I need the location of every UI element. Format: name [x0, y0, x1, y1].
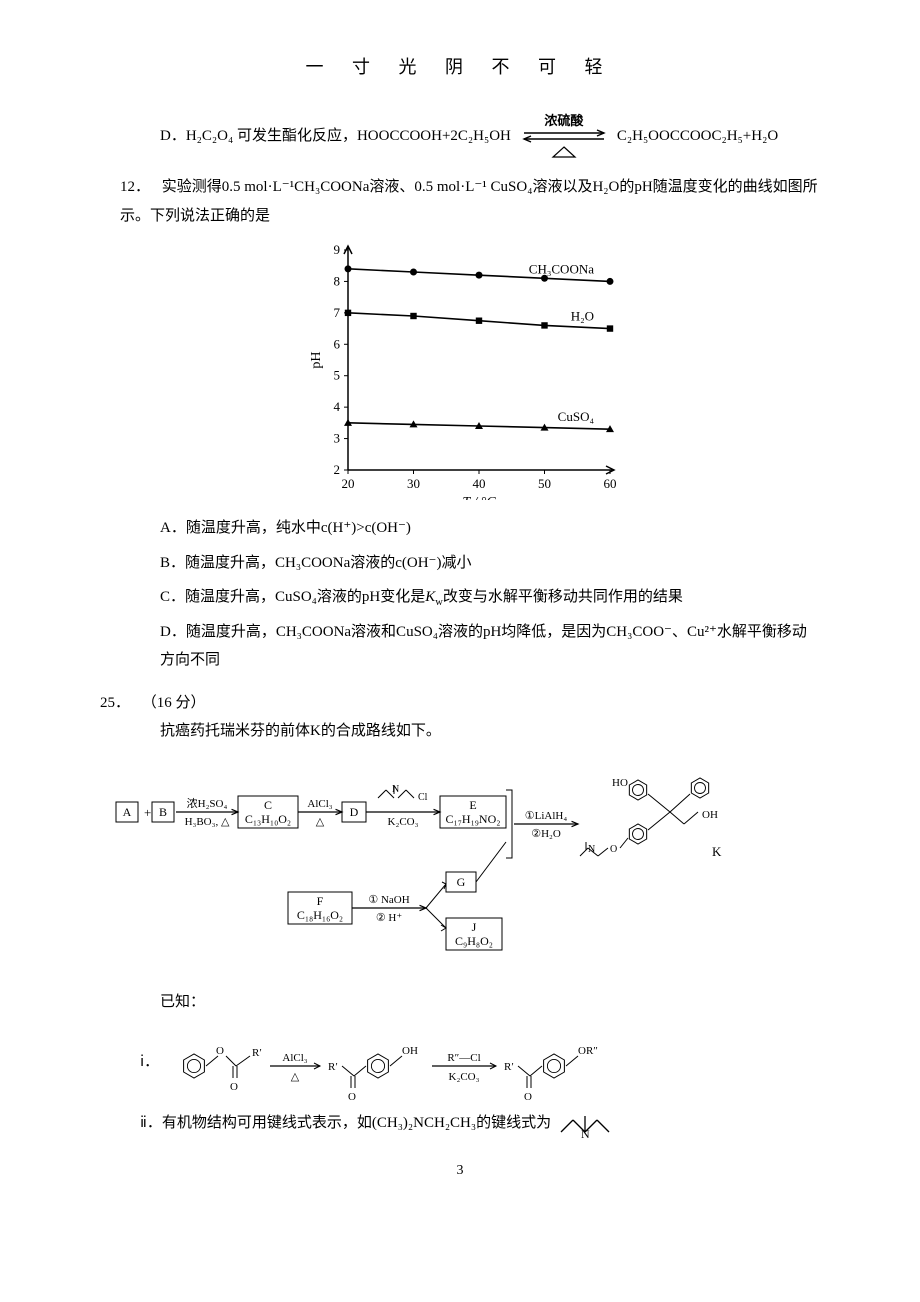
- synthesis-route-diagram: A + B 浓H₂SO₄ H₃BO₃, △ CC₁₃H₁₀O₂ AlCl₃ △ D K₂CO₃ N C…: [110, 762, 810, 972]
- svg-text:O: O: [230, 1081, 238, 1093]
- svg-text:9: 9: [334, 242, 341, 257]
- q12-stem: 实验测得0.5 mol·L⁻¹CH₃COONa溶液、0.5 mol·L⁻¹ Cu…: [120, 179, 818, 224]
- svg-text:②H₂O: ②H₂O: [531, 828, 561, 840]
- q25-marks: （16 分）: [142, 695, 206, 711]
- svg-text:R′: R′: [252, 1047, 262, 1059]
- svg-text:J: J: [472, 920, 477, 934]
- svg-text:A: A: [123, 805, 132, 819]
- svg-text:Cl: Cl: [418, 792, 428, 803]
- svg-text:OR″: OR″: [578, 1045, 598, 1057]
- svg-text:② H⁺: ② H⁺: [376, 912, 403, 924]
- svg-text:C₁₇H₁₉NO₂: C₁₇H₁₉NO₂: [446, 812, 501, 826]
- q12-option-d: D．随温度升高，CH₃COONa溶液和CuSO₄溶液的pH均降低，是因为CH₃C…: [100, 618, 820, 675]
- q25-intro: 抗癌药托瑞米芬的前体K的合成路线如下。: [160, 723, 441, 739]
- arrow-condition-top: 浓硫酸: [544, 114, 583, 127]
- svg-text:G: G: [457, 875, 466, 889]
- page-header: 一 寸 光 阴 不 可 轻: [100, 50, 820, 84]
- known-reaction-i-scheme: O O R′ AlCl₃ △ R′ O OH R″—Cl K₂CO₃ R′ O OR″: [170, 1022, 690, 1102]
- option-d-products: C₂H₅OOCCOOC₂H₅+H₂O: [617, 122, 778, 151]
- bondline-example: N: [555, 1108, 615, 1138]
- svg-text:浓H₂SO₄: 浓H₂SO₄: [187, 797, 228, 810]
- q25-known-label: 已知：: [160, 994, 205, 1010]
- svg-text:C₉H₈O₂: C₉H₈O₂: [455, 934, 493, 948]
- svg-text:T / °C: T / °C: [462, 495, 496, 500]
- svg-text:C₁₈H₁₆O₂: C₁₈H₁₆O₂: [297, 908, 343, 922]
- known-reaction-i: ⅰ． O O R′ AlCl₃ △ R′ O OH R″—Cl K₂CO₃ R′ O OR″: [100, 1022, 820, 1102]
- svg-text:8: 8: [334, 274, 341, 289]
- svg-text:N: N: [392, 784, 399, 795]
- svg-text:30: 30: [407, 476, 420, 491]
- known-statement-ii: ⅱ．有机物结构可用键线式表示，如(CH₃)₂NCH₂CH₃的键线式为 N: [100, 1108, 820, 1138]
- svg-text:HO: HO: [612, 777, 628, 789]
- svg-text:50: 50: [538, 476, 551, 491]
- svg-text:6: 6: [334, 336, 341, 351]
- svg-text:3: 3: [334, 431, 341, 446]
- q25-number: 25．: [100, 689, 138, 718]
- svg-text:K₂CO₃: K₂CO₃: [388, 816, 419, 828]
- svg-text:B: B: [159, 805, 167, 819]
- svg-text:R′: R′: [328, 1061, 338, 1073]
- svg-text:△: △: [291, 1071, 300, 1083]
- svg-text:O: O: [610, 844, 617, 855]
- svg-text:R′: R′: [504, 1061, 514, 1073]
- q12-option-b-text: B．随温度升高，CH₃COONa溶液的c(OH⁻)减小: [160, 555, 471, 571]
- roman-i: ⅰ．: [140, 1048, 170, 1077]
- svg-text:D: D: [350, 805, 359, 819]
- svg-text:60: 60: [604, 476, 617, 491]
- known-ii-text: ⅱ．有机物结构可用键线式表示，如(CH₃)₂NCH₂CH₃的键线式为: [140, 1109, 551, 1138]
- q12-option-d-text: D．随温度升高，CH₃COONa溶液和CuSO₄溶液的pH均降低，是因为CH₃C…: [160, 624, 807, 669]
- svg-text:N: N: [581, 1127, 590, 1138]
- question-25: 25． （16 分） 抗癌药托瑞米芬的前体K的合成路线如下。 A + B 浓H₂SO₄…: [100, 689, 820, 1139]
- svg-text:20: 20: [342, 476, 355, 491]
- svg-text:R″—Cl: R″—Cl: [447, 1052, 480, 1064]
- svg-text:K: K: [712, 844, 722, 859]
- svg-text:H₃BO₃, △: H₃BO₃, △: [185, 816, 230, 828]
- ph-temperature-chart: 2 3 4 5 6 7 8 9 20 30 40 50 60 pH T / °C CH₃COONa H₂O CuS…: [300, 240, 620, 500]
- heat-triangle-icon: [551, 145, 577, 159]
- svg-text:pH: pH: [309, 352, 324, 369]
- page-number: 3: [100, 1158, 820, 1185]
- svg-text:E: E: [469, 798, 476, 812]
- q12-option-b: B．随温度升高，CH₃COONa溶液的c(OH⁻)减小: [100, 549, 820, 578]
- svg-text:2: 2: [334, 462, 341, 477]
- equilibrium-arrow: 浓硫酸: [519, 114, 609, 159]
- q12-option-c-text: C．随温度升高，CuSO₄溶液的pH变化是Kw改变与水解平衡移动共同作用的结果: [160, 589, 683, 605]
- svg-text:4: 4: [334, 399, 341, 414]
- svg-text:AlCl₃: AlCl₃: [282, 1052, 307, 1064]
- svg-text:5: 5: [334, 368, 341, 383]
- svg-text:7: 7: [334, 305, 341, 320]
- q12-number: 12．: [120, 173, 158, 202]
- prev-option-d: D．H₂C₂O₄ 可发生酯化反应，HOOCCOOH+2C₂H₅OH 浓硫酸 C₂…: [100, 114, 820, 159]
- svg-text:AlCl₃: AlCl₃: [307, 798, 332, 810]
- svg-text:△: △: [316, 816, 325, 828]
- svg-text:CH₃COONa: CH₃COONa: [529, 262, 594, 277]
- question-12: 12． 实验测得0.5 mol·L⁻¹CH₃COONa溶液、0.5 mol·L⁻…: [100, 173, 820, 675]
- svg-text:H₂O: H₂O: [571, 309, 594, 324]
- svg-text:O: O: [348, 1091, 356, 1102]
- svg-text:①LiAlH₄: ①LiAlH₄: [525, 810, 568, 822]
- svg-text:O: O: [216, 1045, 224, 1057]
- svg-text:K₂CO₃: K₂CO₃: [449, 1071, 480, 1083]
- svg-text:+: +: [144, 805, 151, 820]
- svg-text:F: F: [317, 894, 324, 908]
- svg-text:40: 40: [473, 476, 486, 491]
- svg-text:C: C: [264, 798, 272, 812]
- svg-text:O: O: [524, 1091, 532, 1102]
- q12-option-a-text: A．随温度升高，纯水中c(H⁺)>c(OH⁻): [160, 520, 411, 536]
- q12-option-c: C．随温度升高，CuSO₄溶液的pH变化是Kw改变与水解平衡移动共同作用的结果: [100, 583, 820, 612]
- svg-text:OH: OH: [402, 1045, 418, 1057]
- svg-text:① NaOH: ① NaOH: [368, 894, 409, 906]
- svg-text:OH: OH: [702, 809, 718, 821]
- svg-text:CuSO₄: CuSO₄: [558, 409, 595, 424]
- q12-option-a: A．随温度升高，纯水中c(H⁺)>c(OH⁻): [100, 514, 820, 543]
- option-d-text: D．H₂C₂O₄ 可发生酯化反应，HOOCCOOH+2C₂H₅OH: [160, 122, 511, 151]
- svg-text:C₁₃H₁₀O₂: C₁₃H₁₀O₂: [245, 812, 291, 826]
